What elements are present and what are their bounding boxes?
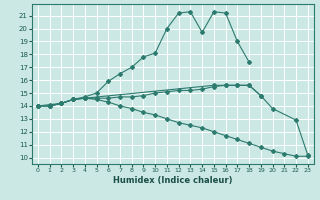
- X-axis label: Humidex (Indice chaleur): Humidex (Indice chaleur): [113, 176, 233, 185]
